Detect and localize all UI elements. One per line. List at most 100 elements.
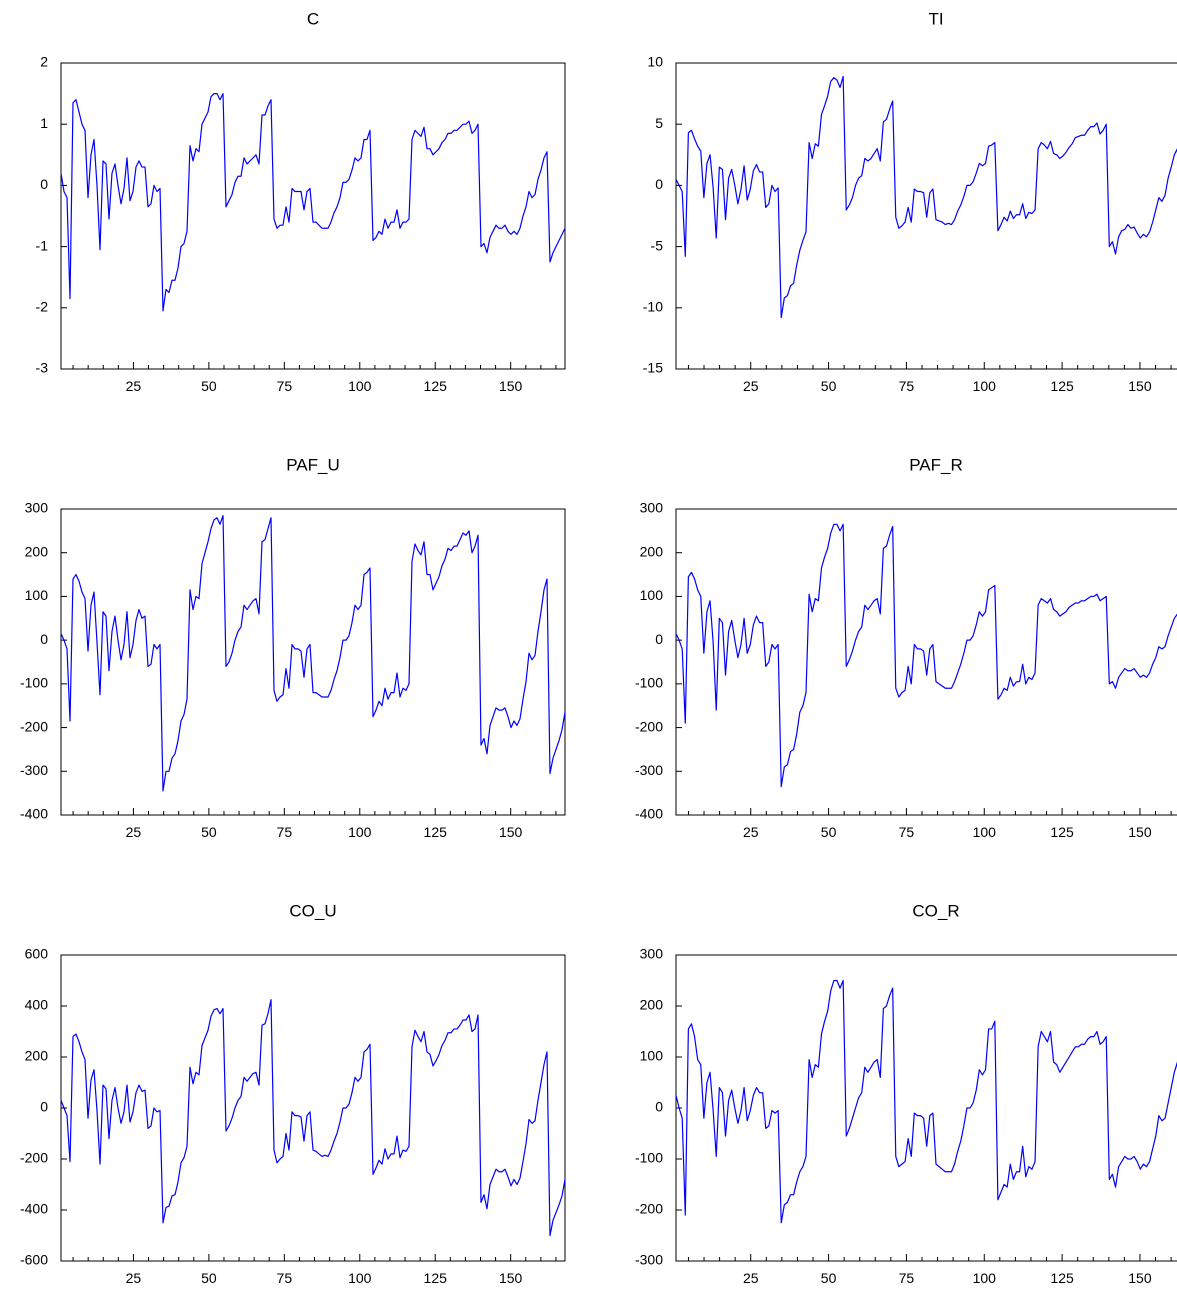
x-tick-label: 25 xyxy=(126,378,142,394)
y-tick-label: -200 xyxy=(635,718,663,734)
y-tick-label: 0 xyxy=(655,176,663,192)
y-tick-label: -1 xyxy=(36,237,49,253)
y-tick-label: 200 xyxy=(25,1048,49,1064)
y-tick-label: -2 xyxy=(36,299,49,315)
x-tick-label: 150 xyxy=(1128,378,1152,394)
y-tick-label: 100 xyxy=(25,587,49,603)
y-tick-label: -100 xyxy=(20,675,48,691)
x-tick-label: 125 xyxy=(1050,824,1074,840)
y-tick-label: 0 xyxy=(40,631,48,647)
plot-frame xyxy=(60,954,566,1262)
y-tick-label: 0 xyxy=(655,1099,663,1115)
chart-panel-paf-u: PAF_U 300 200 100 0 -100 -200 -300 -400 25 50 75 100… xyxy=(20,455,566,840)
y-tick-label: -10 xyxy=(643,299,663,315)
chart-title: CO_U xyxy=(289,901,336,920)
y-tick-label: 100 xyxy=(640,587,664,603)
y-tick-label: 600 xyxy=(25,946,49,962)
y-tick-label: -400 xyxy=(635,806,663,822)
x-tick-label: 50 xyxy=(201,1270,217,1286)
y-tick-label: -300 xyxy=(635,1252,663,1268)
series-line xyxy=(60,999,566,1237)
x-tick-label: 100 xyxy=(348,824,372,840)
plot-frame xyxy=(675,954,1177,1262)
x-tick-label: 75 xyxy=(899,378,915,394)
y-tick-label: 0 xyxy=(655,631,663,647)
y-tick-label: 300 xyxy=(25,500,49,516)
x-tick-label: 25 xyxy=(743,378,759,394)
y-tick-label: -100 xyxy=(635,675,663,691)
y-tick-label: -200 xyxy=(635,1201,663,1217)
x-tick-label: 50 xyxy=(821,824,837,840)
chart-title: PAF_R xyxy=(909,455,963,474)
chart-panel-co-r: CO_R 300 200 100 0 -100 -200 -300 25 50 75 100 125 15… xyxy=(635,901,1177,1286)
y-tick-label: -400 xyxy=(20,1201,48,1217)
y-tick-label: 200 xyxy=(25,543,49,559)
y-tick-label: 0 xyxy=(40,176,48,192)
x-tick-label: 100 xyxy=(973,1270,997,1286)
x-tick-label: 50 xyxy=(201,824,217,840)
y-tick-label: -5 xyxy=(651,237,664,253)
chart-title: TI xyxy=(928,9,943,28)
x-tick-label: 125 xyxy=(1050,378,1074,394)
x-tick-label: 25 xyxy=(126,1270,142,1286)
series-line xyxy=(675,979,1177,1224)
x-tick-label: 125 xyxy=(424,378,448,394)
x-tick-label: 25 xyxy=(126,824,142,840)
y-tick-label: 300 xyxy=(640,946,664,962)
x-tick-label: 75 xyxy=(277,824,293,840)
y-tick-label: -400 xyxy=(20,806,48,822)
x-tick-label: 125 xyxy=(1050,1270,1074,1286)
series-line xyxy=(675,523,1177,788)
x-tick-label: 150 xyxy=(499,824,523,840)
plot-frame xyxy=(60,62,566,370)
x-tick-label: 25 xyxy=(743,1270,759,1286)
chart-title: C xyxy=(307,9,319,28)
y-tick-label: 200 xyxy=(640,997,664,1013)
chart-title: PAF_U xyxy=(286,455,340,474)
x-tick-label: 25 xyxy=(743,824,759,840)
x-tick-label: 100 xyxy=(348,378,372,394)
y-tick-label: 1 xyxy=(40,115,48,131)
series-line xyxy=(675,75,1177,319)
x-tick-label: 100 xyxy=(973,824,997,840)
x-tick-label: 75 xyxy=(277,1270,293,1286)
x-tick-label: 125 xyxy=(424,1270,448,1286)
x-tick-label: 100 xyxy=(348,1270,372,1286)
x-tick-label: 50 xyxy=(201,378,217,394)
x-tick-label: 100 xyxy=(973,378,997,394)
chart-panel-paf-r: PAF_R 300 200 100 0 -100 -200 -300 -400 25 50 75 100… xyxy=(635,455,1177,840)
y-tick-label: 400 xyxy=(25,997,49,1013)
y-tick-label: -300 xyxy=(20,762,48,778)
y-tick-label: 300 xyxy=(640,500,664,516)
plot-frame xyxy=(675,62,1177,370)
y-tick-label: 100 xyxy=(640,1048,664,1064)
chart-title: CO_R xyxy=(912,901,959,920)
y-tick-label: -3 xyxy=(36,360,49,376)
x-tick-label: 150 xyxy=(1128,824,1152,840)
x-tick-label: 125 xyxy=(424,824,448,840)
chart-panel-c: C 2 1 0 -1 -2 -3 25 50 75 100 125 150 xyxy=(36,9,566,394)
y-tick-label: -600 xyxy=(20,1252,48,1268)
y-tick-label: -200 xyxy=(20,1150,48,1166)
y-tick-label: -100 xyxy=(635,1150,663,1166)
series-line xyxy=(60,514,566,792)
y-tick-label: 2 xyxy=(40,54,48,70)
y-tick-label: -200 xyxy=(20,718,48,734)
series-line xyxy=(60,92,566,312)
plot-frame xyxy=(60,508,566,816)
x-tick-label: 75 xyxy=(899,824,915,840)
chart-panel-co-u: CO_U 600 400 200 0 -200 -400 -600 25 50 75 100 125 15… xyxy=(20,901,566,1286)
x-tick-label: 50 xyxy=(821,1270,837,1286)
x-tick-label: 75 xyxy=(899,1270,915,1286)
x-tick-label: 150 xyxy=(499,1270,523,1286)
plot-frame xyxy=(675,508,1177,816)
y-tick-label: 200 xyxy=(640,543,664,559)
y-tick-label: 10 xyxy=(647,54,663,70)
y-tick-label: -15 xyxy=(643,360,663,376)
y-tick-label: -300 xyxy=(635,762,663,778)
x-tick-label: 50 xyxy=(821,378,837,394)
y-tick-label: 5 xyxy=(655,115,663,131)
x-tick-label: 75 xyxy=(277,378,293,394)
